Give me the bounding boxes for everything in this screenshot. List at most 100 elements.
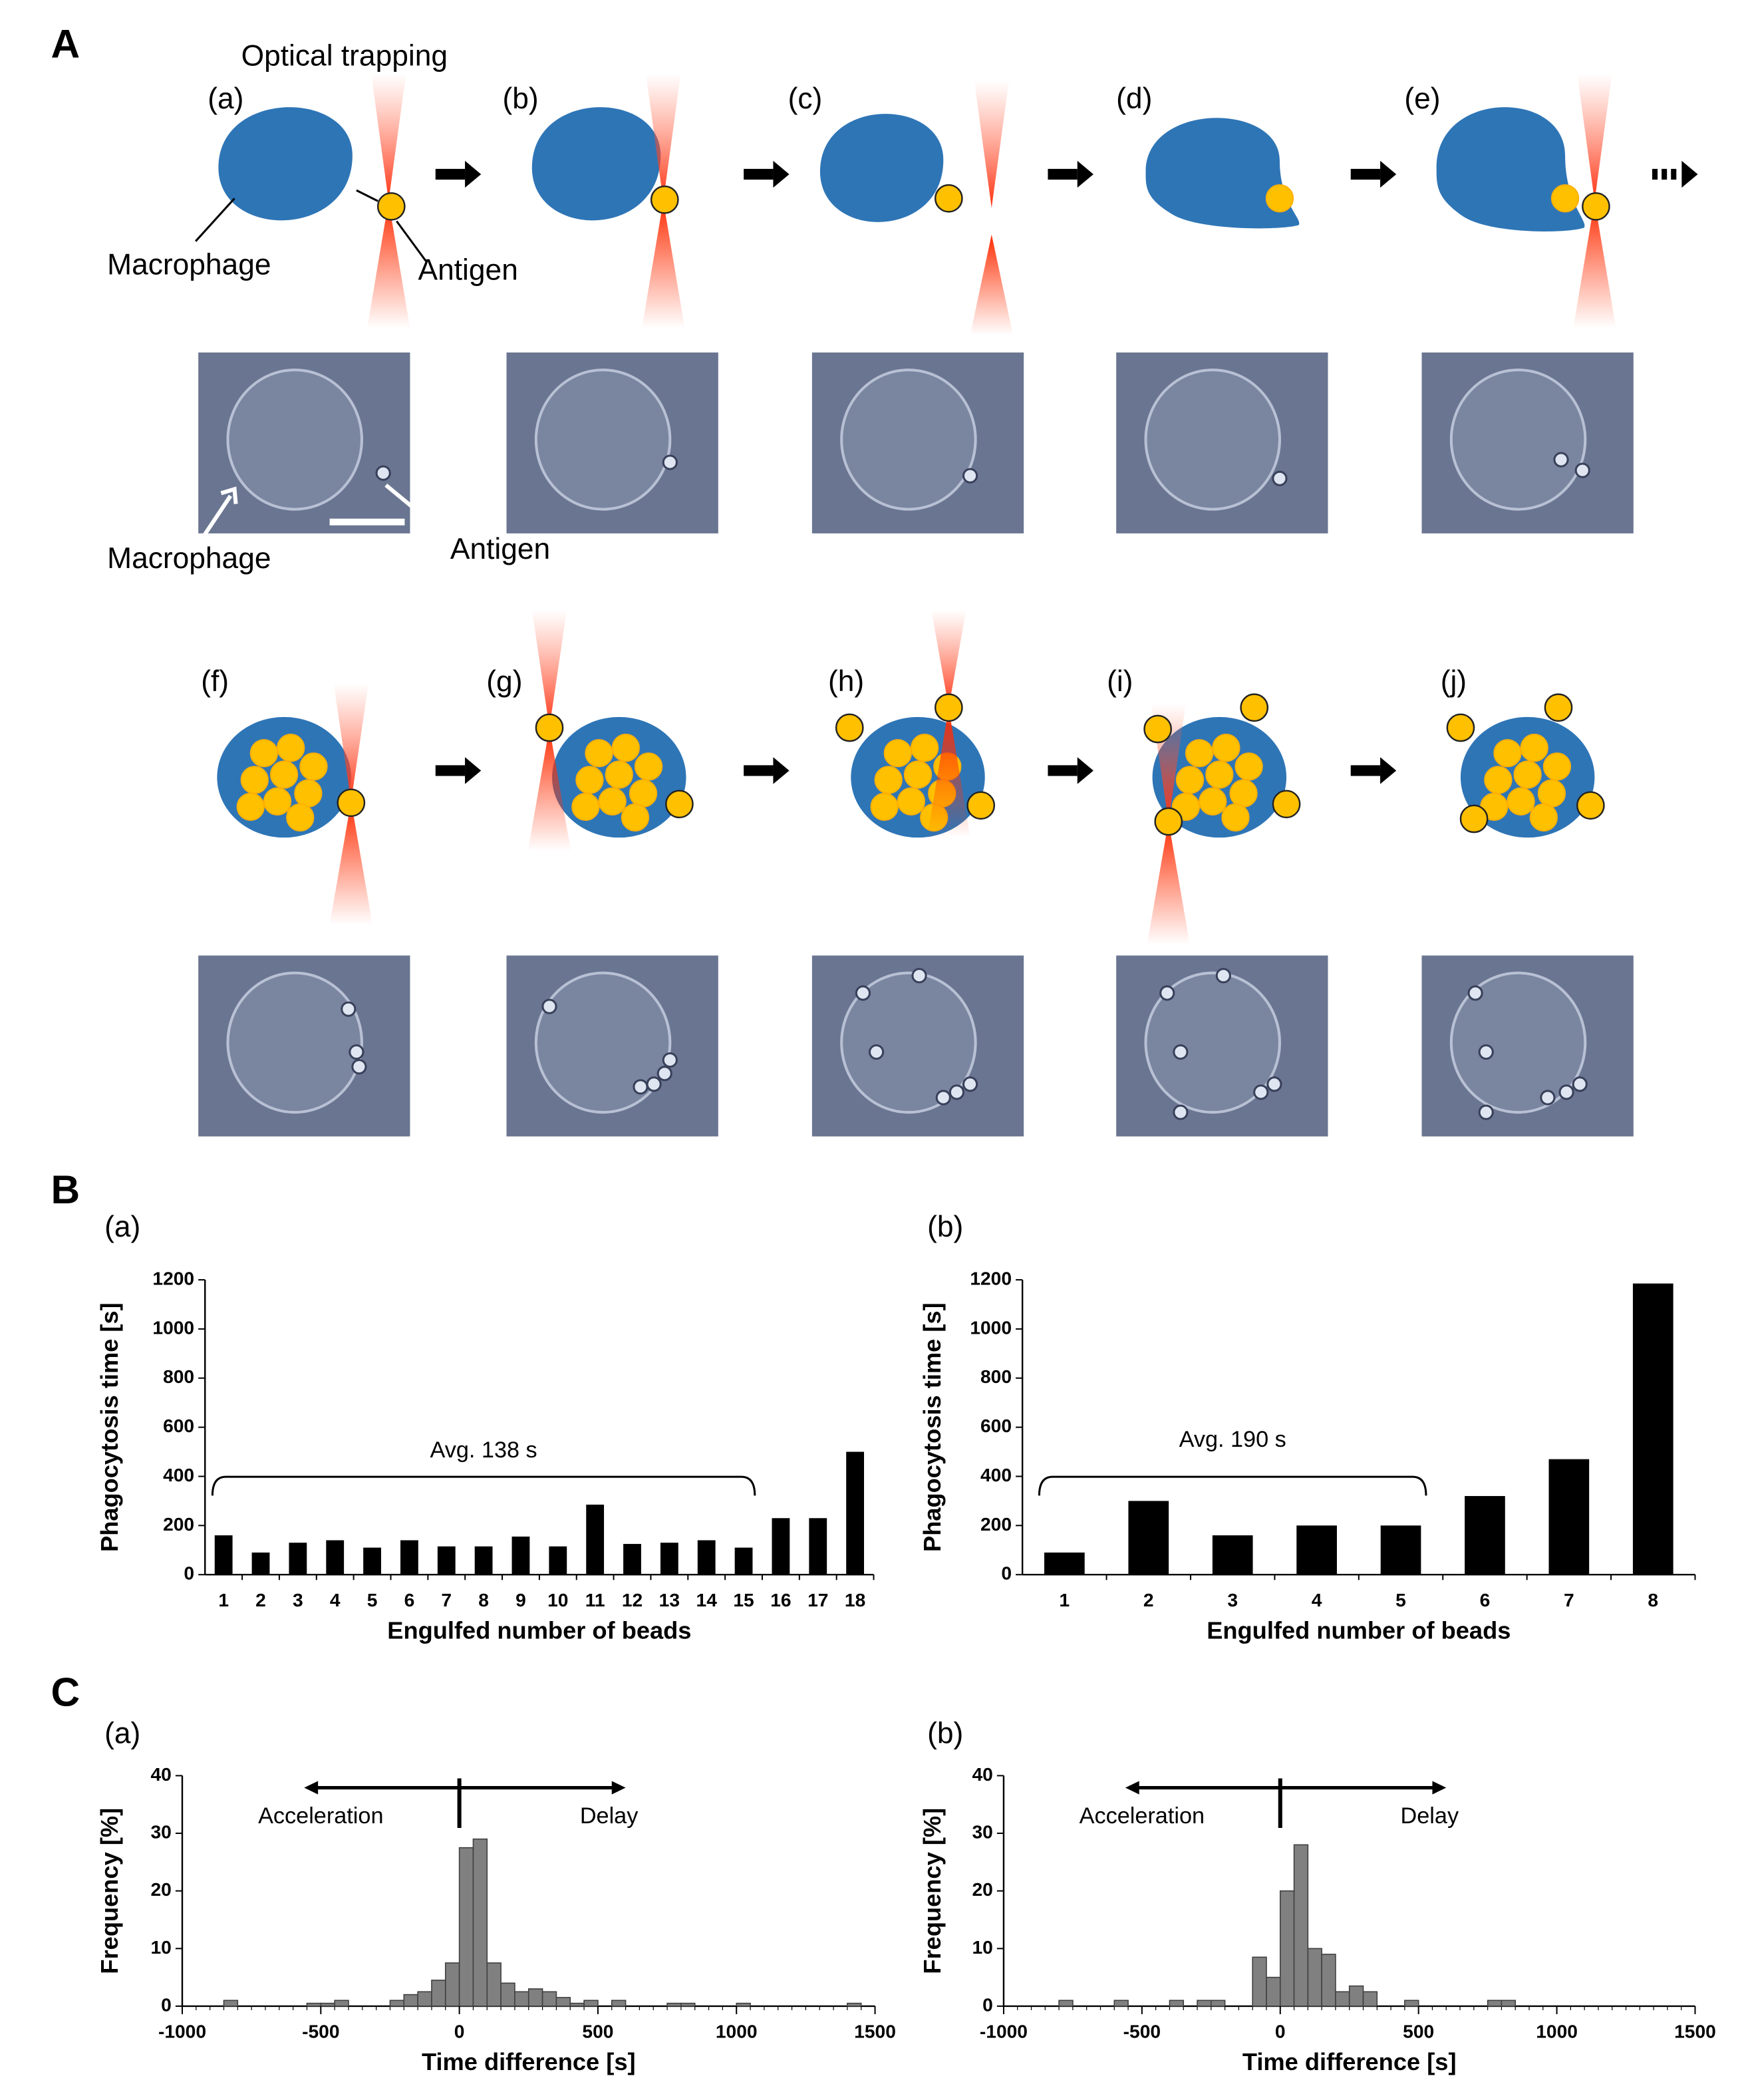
laser-cone — [371, 73, 406, 202]
x-tick-label: 2 — [255, 1589, 266, 1610]
bead — [1212, 734, 1240, 762]
pointer-arrow — [202, 486, 238, 537]
micrograph-bead — [962, 1076, 978, 1092]
bar — [400, 1540, 418, 1575]
arrow — [744, 765, 774, 776]
arrow — [1380, 160, 1397, 188]
bar — [697, 1540, 716, 1575]
histogram-bar — [1321, 1954, 1336, 2007]
step-label: (f) — [201, 665, 229, 698]
micrograph-label: Antigen — [450, 533, 550, 565]
histogram-bar — [1266, 1976, 1281, 2007]
annotation: Avg. 138 s — [430, 1437, 537, 1463]
step-label: (a) — [208, 82, 243, 115]
laser-cone — [1577, 73, 1612, 202]
arrow — [1671, 168, 1677, 180]
x-tick-label: 500 — [582, 2021, 613, 2042]
histogram-bar — [611, 2000, 627, 2007]
x-tick-label: 4 — [1312, 1589, 1322, 1610]
step-label: (j) — [1441, 665, 1467, 698]
micrograph-cell — [1449, 971, 1587, 1114]
bead — [294, 779, 323, 808]
bar — [474, 1546, 493, 1575]
bar — [437, 1546, 456, 1575]
arrow — [435, 168, 466, 180]
arrow — [1662, 168, 1668, 180]
bead — [903, 760, 933, 789]
histogram-bar — [736, 2002, 751, 2007]
micrograph-bead — [1173, 1104, 1189, 1120]
bar — [809, 1518, 827, 1575]
bar — [1465, 1496, 1505, 1575]
histogram-bar — [1211, 2000, 1226, 2007]
arrow — [1681, 160, 1698, 188]
histogram-bar — [444, 1962, 460, 2007]
x-tick-label: 9 — [515, 1589, 526, 1610]
bar — [1548, 1459, 1590, 1575]
laser-cone — [367, 201, 410, 329]
histogram-bar — [389, 2000, 405, 2007]
arrow — [465, 757, 482, 784]
x-axis-title: Engulfed number of beads — [1207, 1616, 1511, 1644]
step-label: (h) — [828, 665, 864, 698]
bead — [575, 766, 604, 794]
x-tick-label: -500 — [1123, 2021, 1161, 2042]
micrograph-bead — [1215, 968, 1231, 984]
x-tick-label: 5 — [367, 1589, 378, 1610]
bead — [1185, 739, 1214, 768]
bar — [1212, 1535, 1253, 1575]
panel-label: (b) — [927, 1718, 963, 1750]
x-tick-label: 1500 — [854, 2021, 896, 2042]
bar — [511, 1536, 530, 1575]
micrograph-bead — [656, 1066, 672, 1082]
histogram-bar — [1279, 1890, 1295, 2007]
bead — [1272, 790, 1301, 819]
y-tick-label: 0 — [161, 1994, 172, 2015]
histogram-bar — [223, 2000, 239, 2007]
x-tick-label: 3 — [293, 1589, 303, 1610]
bar — [623, 1544, 641, 1575]
histogram-bar — [1058, 2000, 1074, 2007]
y-tick-label: 400 — [163, 1464, 194, 1485]
histogram-bar — [1113, 2000, 1129, 2007]
arrow — [1077, 757, 1093, 784]
y-tick-label: 20 — [151, 1878, 172, 1900]
micrograph-cell — [226, 369, 363, 511]
macrophage — [531, 107, 661, 221]
pointer — [195, 198, 235, 242]
x-tick-label: 8 — [478, 1589, 489, 1610]
bead — [605, 760, 633, 789]
histogram-bar — [1501, 2000, 1517, 2007]
annotation: Acceleration — [258, 1803, 383, 1829]
histogram-bar — [1362, 1991, 1378, 2007]
y-tick-label: 0 — [184, 1563, 194, 1584]
y-tick-label: 1000 — [152, 1316, 194, 1338]
x-tick-label: 0 — [454, 2021, 465, 2042]
micrograph-bead — [351, 1059, 367, 1075]
y-axis-title: Phagocytosis time [s] — [96, 1302, 123, 1552]
arrow — [1652, 168, 1658, 180]
micrograph-bead — [935, 1090, 951, 1106]
pointer — [396, 220, 427, 262]
y-tick-label: 40 — [972, 1763, 992, 1785]
micrograph-bead — [1540, 1090, 1556, 1106]
bar — [734, 1547, 753, 1575]
x-tick-label: 0 — [1275, 2021, 1286, 2042]
bead — [1576, 791, 1605, 820]
laser-cone — [646, 73, 681, 202]
bead — [966, 791, 996, 820]
bead — [910, 734, 939, 762]
micrograph-bead — [1467, 985, 1483, 1001]
pointer-arrow — [384, 484, 449, 538]
arrow — [435, 765, 466, 776]
macrophage — [1145, 118, 1300, 229]
bead — [1234, 752, 1263, 781]
micrograph-bead — [1572, 1076, 1588, 1092]
histogram-bar — [320, 2002, 335, 2007]
micrograph-bead — [341, 1001, 357, 1017]
histogram-bar — [1335, 1991, 1350, 2007]
micrograph-bead — [1272, 470, 1288, 486]
bead — [1175, 766, 1205, 794]
bead — [1550, 184, 1580, 213]
bead — [621, 803, 650, 832]
